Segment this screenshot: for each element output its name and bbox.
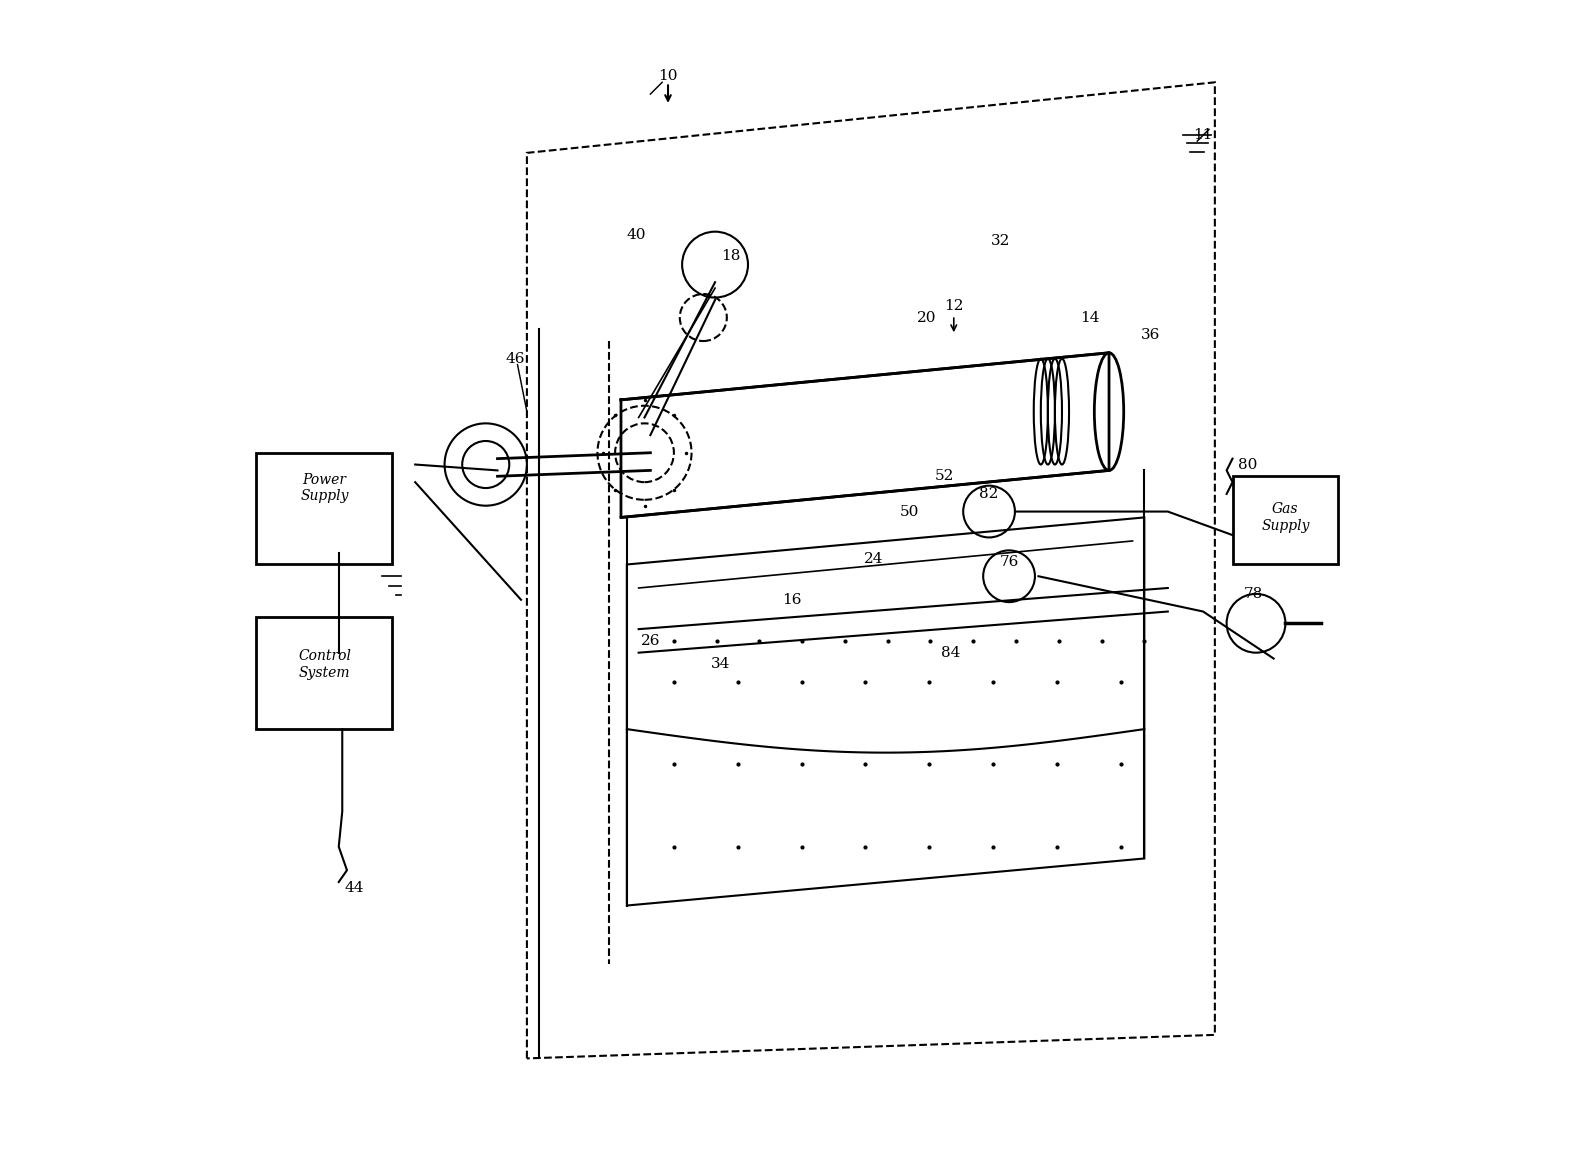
Text: 40: 40	[627, 228, 646, 242]
Text: 16: 16	[782, 593, 801, 607]
Text: 46: 46	[505, 352, 526, 366]
Text: 14: 14	[1081, 310, 1100, 325]
Text: 76: 76	[999, 555, 1019, 569]
Text: 32: 32	[991, 234, 1010, 248]
Text: 50: 50	[899, 505, 918, 519]
Text: 18: 18	[720, 249, 739, 263]
Text: 80: 80	[1238, 457, 1257, 472]
Text: 84: 84	[940, 646, 959, 660]
Text: 12: 12	[943, 299, 964, 313]
Text: 11: 11	[1194, 128, 1213, 142]
Text: 10: 10	[659, 69, 678, 83]
Text: 26: 26	[641, 634, 660, 648]
Text: Control
System: Control System	[298, 649, 351, 680]
Text: 20: 20	[917, 310, 937, 325]
Text: 44: 44	[344, 881, 364, 895]
Text: 36: 36	[1140, 328, 1160, 342]
Text: Gas
Supply: Gas Supply	[1262, 502, 1309, 533]
Text: 82: 82	[980, 487, 999, 501]
Text: 52: 52	[934, 469, 955, 483]
Text: 78: 78	[1244, 587, 1263, 601]
Text: 24: 24	[864, 552, 883, 566]
Text: 34: 34	[711, 657, 731, 671]
Text: Power
Supply: Power Supply	[301, 473, 348, 503]
